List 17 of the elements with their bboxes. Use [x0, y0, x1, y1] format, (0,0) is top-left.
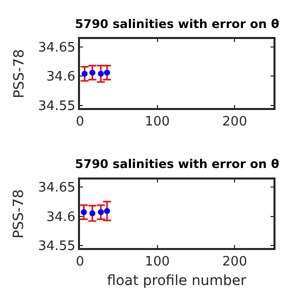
x-tick-label: 200: [222, 114, 248, 130]
x-axis-title: float profile number: [107, 273, 246, 289]
x-tick-label: 100: [144, 254, 170, 270]
chart-title: 5790 salinities with error on θ: [75, 17, 280, 31]
y-tick-label: 34.6: [46, 70, 76, 85]
y-tick-label: 34.6: [46, 210, 76, 225]
y-tick-label: 34.55: [38, 99, 76, 114]
y-axis-title: PSS-78: [11, 49, 28, 98]
x-tick-label: 100: [144, 114, 170, 130]
y-axis-title: PSS-78: [11, 189, 28, 238]
y-tick-label: 34.65: [38, 180, 76, 196]
x-tick-label: 200: [222, 254, 248, 270]
y-tick-label: 34.55: [38, 239, 76, 254]
y-tick-label: 34.65: [38, 40, 76, 56]
x-tick-label: 0: [76, 254, 84, 270]
chart-title: 5790 salinities with error on θ: [75, 157, 280, 171]
x-tick-label: 0: [76, 114, 84, 130]
